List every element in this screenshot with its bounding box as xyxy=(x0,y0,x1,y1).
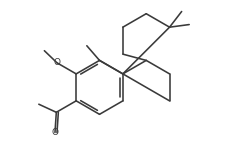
Text: O: O xyxy=(53,58,60,67)
Text: O: O xyxy=(51,128,58,137)
